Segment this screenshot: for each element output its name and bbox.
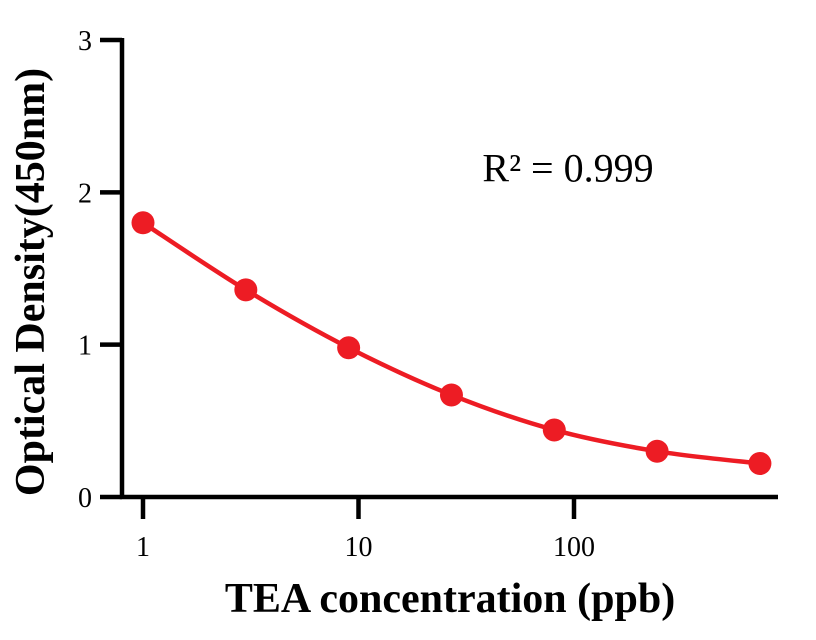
data-point bbox=[337, 336, 361, 360]
y-tick-label: 1 bbox=[78, 331, 92, 362]
data-point bbox=[645, 439, 669, 463]
data-point bbox=[439, 383, 463, 407]
data-point bbox=[234, 278, 258, 302]
axis-lines bbox=[119, 38, 778, 500]
y-tick-label: 3 bbox=[78, 26, 92, 57]
y-tick-label: 2 bbox=[78, 178, 92, 209]
r-squared-annotation: R² = 0.999 bbox=[482, 145, 654, 191]
x-tick-label: 1 bbox=[136, 532, 150, 563]
data-point bbox=[542, 418, 566, 442]
y-tick-label: 0 bbox=[78, 483, 92, 514]
x-tick-label: 10 bbox=[345, 532, 373, 563]
data-point bbox=[748, 451, 772, 475]
x-tick-label: 100 bbox=[553, 532, 595, 563]
x-axis-title: TEA concentration (ppb) bbox=[224, 576, 676, 622]
y-axis-title: Optical Density(450nm) bbox=[8, 67, 54, 497]
fit-curve bbox=[140, 220, 763, 466]
data-point bbox=[131, 211, 155, 235]
